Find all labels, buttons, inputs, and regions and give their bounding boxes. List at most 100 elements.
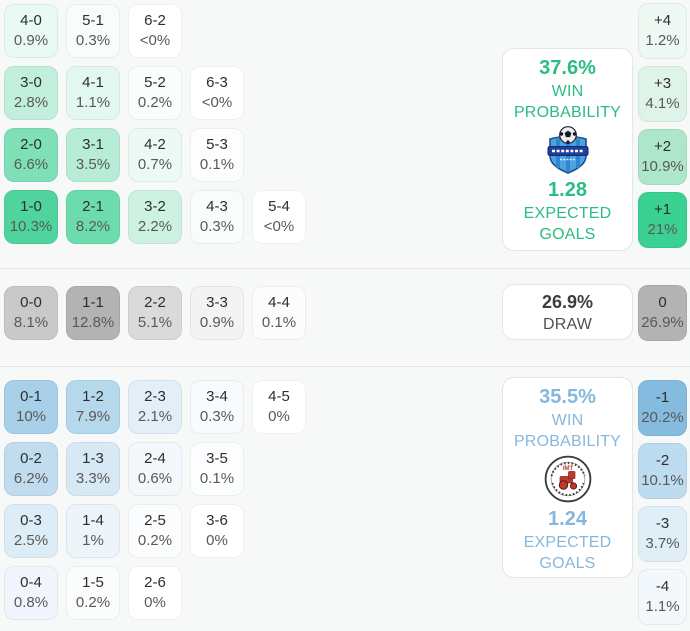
cell-probability: 0.1% (199, 470, 235, 487)
score-cell: 3-2 2.2% (128, 190, 182, 244)
home-win-label-line2: PROBABILITY (513, 104, 622, 121)
cell-score: 1-1 (82, 294, 104, 311)
home-win-label-line1: WIN (551, 83, 584, 100)
score-cell: 1-1 12.8% (66, 286, 120, 340)
cell-probability: 10.1% (641, 472, 684, 489)
cell-score: 3-4 (206, 388, 228, 405)
goal-diff-value: -4 (655, 578, 670, 595)
cell-score: 5-4 (268, 198, 290, 215)
cell-probability: 0.8% (13, 594, 49, 611)
score-cell: 2-4 0.6% (128, 442, 182, 496)
cell-probability: 26.9% (641, 314, 684, 331)
home-expected-goals: 1.28 (548, 179, 587, 201)
cell-score: 0-2 (20, 450, 42, 467)
home-expected-label-line1: EXPECTED (523, 205, 612, 222)
cell-probability: 3.7% (645, 535, 680, 552)
away-win-label-line1: WIN (551, 412, 584, 429)
cell-score: 1-3 (82, 450, 104, 467)
cell-probability: 0.7% (137, 156, 173, 173)
cell-score: 6-3 (206, 74, 228, 91)
goal-diff-value: -1 (655, 389, 670, 406)
cell-score: 2-1 (82, 198, 104, 215)
score-cell: 4-3 0.3% (190, 190, 244, 244)
cell-score: 0-1 (20, 388, 42, 405)
cell-probability: 0.6% (137, 470, 173, 487)
score-cell: 2-6 0% (128, 566, 182, 620)
away-win-card: 35.5% WIN PROBABILITY IMT 1.24 EXPECTED … (502, 377, 633, 578)
goal-diff-cell: +3 4.1% (638, 66, 687, 122)
goal-diff-cell: +1 21% (638, 192, 687, 248)
cell-probability: 0.3% (75, 32, 111, 49)
score-cell: 1-3 3.3% (66, 442, 120, 496)
cell-probability: 0% (206, 532, 228, 549)
score-cell: 4-0 0.9% (4, 4, 58, 58)
away-team-crest-icon: IMT (544, 455, 592, 503)
cell-probability: 2.1% (137, 408, 173, 425)
cell-score: 1-0 (20, 198, 42, 215)
cell-probability: 4.1% (645, 95, 680, 112)
cell-probability: 0.9% (199, 314, 235, 331)
cell-probability: 1.1% (645, 598, 680, 615)
home-win-probability: 37.6% (539, 57, 596, 79)
cell-score: 3-0 (20, 74, 42, 91)
cell-probability: 0% (144, 594, 166, 611)
cell-score: 5-3 (206, 136, 228, 153)
cell-probability: 3.3% (75, 470, 111, 487)
cell-score: 3-6 (206, 512, 228, 529)
cell-score: 1-5 (82, 574, 104, 591)
goal-diff-cell: -3 3.7% (638, 506, 687, 562)
cell-score: 5-1 (82, 12, 104, 29)
goal-diff-value: +3 (653, 75, 672, 92)
cell-probability: 2.8% (13, 94, 49, 111)
cell-score: 3-1 (82, 136, 104, 153)
score-cell: 4-5 0% (252, 380, 306, 434)
cell-probability: 7.9% (75, 408, 111, 425)
cell-probability: 12.8% (71, 314, 115, 331)
score-cell: 1-5 0.2% (66, 566, 120, 620)
cell-score: 5-2 (144, 74, 166, 91)
goal-diff-cell: +2 10.9% (638, 129, 687, 185)
cell-score: 1-2 (82, 388, 104, 405)
score-cell: 2-3 2.1% (128, 380, 182, 434)
score-cell: 3-4 0.3% (190, 380, 244, 434)
cell-score: 2-6 (144, 574, 166, 591)
score-cell: 0-3 2.5% (4, 504, 58, 558)
draw-card: 26.9% DRAW (502, 284, 633, 340)
away-logo-text: IMT (562, 466, 573, 472)
home-team-crest-icon (545, 126, 591, 174)
score-cell: 6-3 <0% (190, 66, 244, 120)
cell-probability: 3.5% (75, 156, 111, 173)
cell-probability: <0% (263, 218, 295, 235)
cell-score: 3-3 (206, 294, 228, 311)
cell-score: 3-5 (206, 450, 228, 467)
cell-probability: 1% (82, 532, 104, 549)
cell-probability: 0.1% (261, 314, 297, 331)
cell-score: 2-0 (20, 136, 42, 153)
cell-probability: 10.3% (9, 218, 53, 235)
cell-probability: 20.2% (641, 409, 684, 426)
score-cell: 1-4 1% (66, 504, 120, 558)
cell-probability: 6.2% (13, 470, 49, 487)
cell-probability: 8.2% (75, 218, 111, 235)
goal-diff-value: +4 (653, 12, 672, 29)
cell-probability: 2.5% (13, 532, 49, 549)
score-cell: 6-2 <0% (128, 4, 182, 58)
goal-diff-value: +1 (653, 201, 672, 218)
away-expected-label-line1: EXPECTED (523, 534, 612, 551)
score-cell: 3-6 0% (190, 504, 244, 558)
cell-probability: 0.3% (199, 218, 235, 235)
score-cell: 0-2 6.2% (4, 442, 58, 496)
cell-probability: 0.9% (13, 32, 49, 49)
cell-probability: 1.1% (75, 94, 111, 111)
goal-diff-cell: 0 26.9% (638, 285, 687, 341)
score-cell: 5-3 0.1% (190, 128, 244, 182)
cell-probability: 5.1% (137, 314, 173, 331)
score-cell: 5-1 0.3% (66, 4, 120, 58)
home-win-card: 37.6% WIN PROBABILITY 1.28 EXPECTED GOAL… (502, 48, 633, 251)
goal-diff-cell: -2 10.1% (638, 443, 687, 499)
score-cell: 2-0 6.6% (4, 128, 58, 182)
score-cell: 1-0 10.3% (4, 190, 58, 244)
cell-score: 3-2 (144, 198, 166, 215)
cell-score: 4-1 (82, 74, 104, 91)
cell-probability: 10% (15, 408, 47, 425)
